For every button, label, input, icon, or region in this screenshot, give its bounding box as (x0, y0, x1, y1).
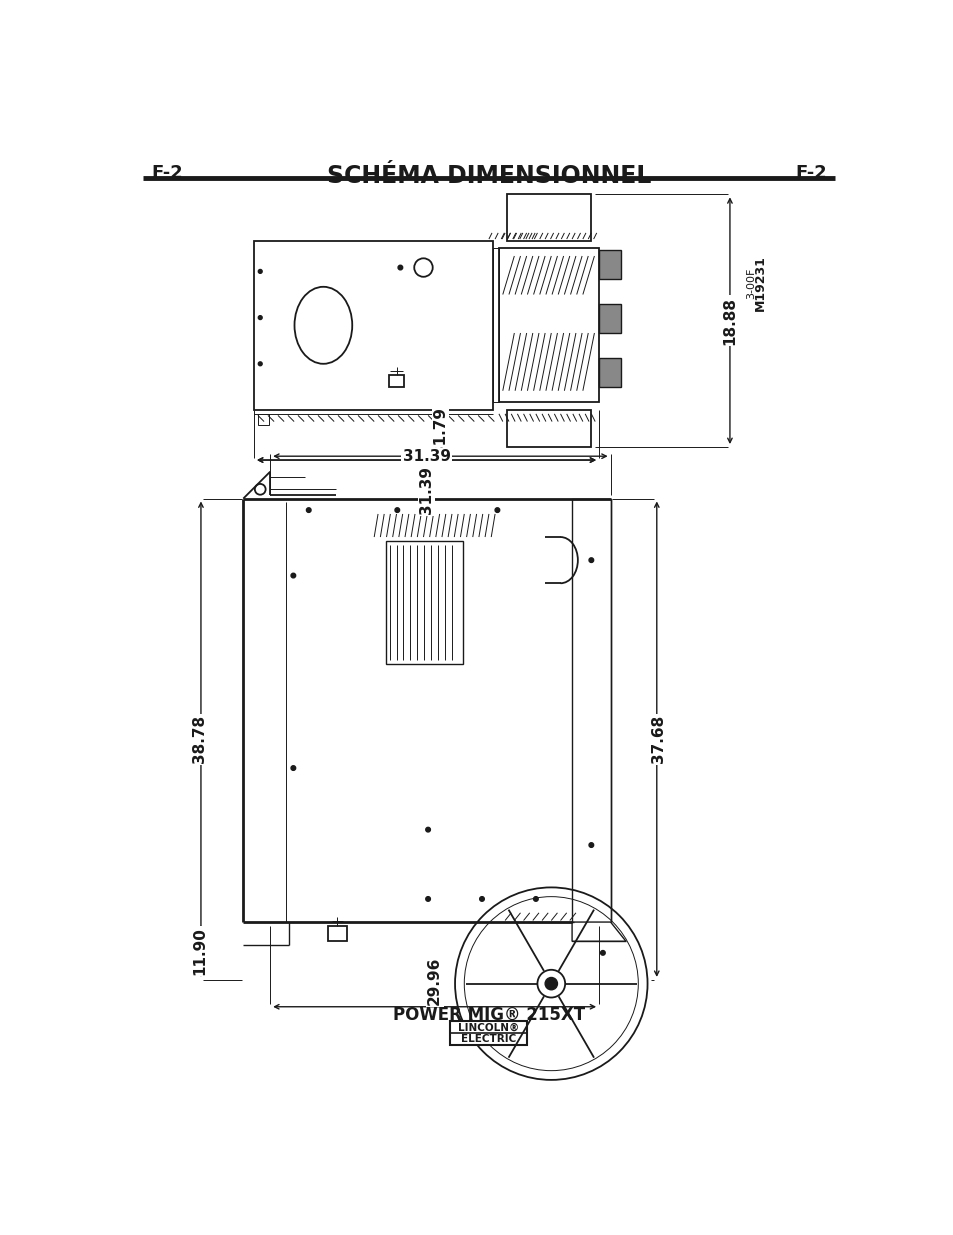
Circle shape (291, 573, 295, 578)
Bar (506, 410, 591, 447)
Circle shape (395, 508, 399, 513)
Bar (598, 358, 620, 387)
Bar (385, 541, 462, 664)
Text: F-2: F-2 (151, 163, 182, 182)
Circle shape (258, 269, 262, 273)
Bar (253, 241, 493, 410)
Circle shape (397, 266, 402, 270)
Text: 31.39: 31.39 (418, 464, 434, 511)
Bar (598, 304, 620, 333)
Bar (600, 362, 618, 383)
Circle shape (425, 827, 430, 832)
Text: F-2: F-2 (795, 163, 826, 182)
Circle shape (306, 508, 311, 513)
Bar (600, 308, 618, 330)
Text: POWER MIG® 215XT: POWER MIG® 215XT (393, 1005, 584, 1024)
Text: M19231: M19231 (754, 254, 766, 311)
Bar (598, 249, 620, 279)
Text: 11.90: 11.90 (192, 927, 207, 974)
Bar (257, 414, 269, 425)
Circle shape (588, 558, 593, 562)
Circle shape (291, 766, 295, 771)
Bar (506, 194, 591, 241)
Text: 38.78: 38.78 (192, 715, 207, 763)
Circle shape (479, 897, 484, 902)
Text: 29.96: 29.96 (427, 957, 441, 1005)
Bar (493, 248, 498, 403)
Circle shape (544, 977, 557, 989)
Circle shape (258, 362, 262, 366)
Text: 3-00F: 3-00F (745, 267, 756, 299)
Text: 31.39: 31.39 (418, 466, 434, 514)
Circle shape (425, 897, 430, 902)
Text: LINCOLN®: LINCOLN® (457, 1023, 519, 1032)
Bar (498, 248, 598, 403)
Circle shape (588, 842, 593, 847)
Bar (328, 926, 347, 941)
Text: 31.39: 31.39 (402, 448, 450, 464)
Text: ELECTRIC: ELECTRIC (461, 1034, 516, 1044)
Circle shape (600, 951, 604, 955)
FancyBboxPatch shape (450, 1020, 527, 1045)
Bar (389, 374, 404, 387)
Text: SCHÉMA DIMENSIONNEL: SCHÉMA DIMENSIONNEL (326, 163, 651, 188)
Circle shape (258, 316, 262, 320)
Circle shape (495, 508, 499, 513)
Bar (600, 253, 618, 275)
Circle shape (533, 897, 537, 902)
Text: 31.79: 31.79 (433, 406, 448, 454)
Text: 37.68: 37.68 (650, 715, 665, 763)
Text: 18.88: 18.88 (721, 296, 737, 345)
